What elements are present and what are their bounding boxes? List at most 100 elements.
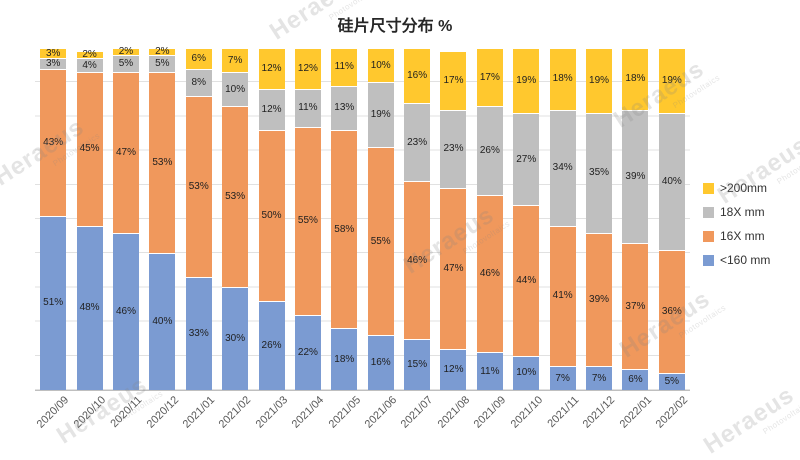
bar-value-label: 12% xyxy=(297,63,318,75)
bar-segment-<160-mm: 16% xyxy=(367,335,394,390)
bar-value-label: 51% xyxy=(43,297,64,309)
x-axis-tick-label: 2021/04 xyxy=(289,394,327,431)
bar-value-label: 5% xyxy=(664,375,680,387)
bar-value-label: 2% xyxy=(155,45,170,57)
bar-value-label: 4% xyxy=(82,59,97,71)
bar-segment-<160-mm: 40% xyxy=(149,253,176,390)
legend-item: 18X mm xyxy=(703,205,770,219)
watermark-subtext: Photovoltaics xyxy=(761,399,800,437)
bar-value-label: 53% xyxy=(225,191,246,203)
legend-item: >200mm xyxy=(703,181,770,195)
bar-segment-18X-mm: 27% xyxy=(513,113,540,206)
legend-item: <160 mm xyxy=(703,253,770,267)
bar-value-label: 19% xyxy=(516,75,537,87)
bar-segment-18X-mm: 5% xyxy=(149,54,176,72)
bar-value-label: 18% xyxy=(625,73,646,85)
bar-segment-16X-mm: 53% xyxy=(149,71,176,254)
x-axis-tick-label: 2020/10 xyxy=(71,394,109,431)
bar-segment-16X-mm: 47% xyxy=(112,71,139,233)
bar-stack: 5% 36% 40% 19% xyxy=(658,48,685,390)
bar-stack: 26% 50% 12% 12% xyxy=(258,48,285,390)
bar-stack: 33% 53% 8% 6% xyxy=(185,48,212,390)
bar-value-label: 5% xyxy=(118,57,134,69)
bar-value-label: 53% xyxy=(152,157,173,169)
bar-segment->200mm: 2% xyxy=(76,50,103,60)
bar-segment-16X-mm: 43% xyxy=(40,68,67,216)
bar-stack: 18% 58% 13% 11% xyxy=(331,48,358,390)
bar-segment-<160-mm: 7% xyxy=(549,366,576,390)
bar-segment-16X-mm: 41% xyxy=(549,225,576,367)
bar-value-label: 11% xyxy=(298,102,318,114)
bar-segment-<160-mm: 10% xyxy=(513,355,540,390)
bar-segment-<160-mm: 7% xyxy=(586,366,613,390)
legend-item: 16X mm xyxy=(703,229,770,243)
bar-segment->200mm: 7% xyxy=(222,48,249,72)
bar-segment->200mm: 19% xyxy=(513,48,540,114)
bar-segment-<160-mm: 30% xyxy=(222,287,249,390)
bar-stack: 51% 43% 3% 3% xyxy=(40,48,67,390)
x-axis-tick-label: 2020/11 xyxy=(108,394,145,431)
bar-value-label: 10% xyxy=(370,59,391,71)
bar-value-label: 41% xyxy=(552,290,573,302)
bar-value-label: 44% xyxy=(516,275,537,287)
bar-segment-<160-mm: 5% xyxy=(658,372,685,390)
bar-value-label: 19% xyxy=(661,75,682,87)
bar-stack: 11% 46% 26% 17% xyxy=(476,48,503,390)
bar-stack: 12% 47% 23% 17% xyxy=(440,48,467,390)
bar-segment->200mm: 2% xyxy=(149,45,176,57)
bar-value-label: 48% xyxy=(79,302,100,314)
bar-value-label: 16% xyxy=(370,357,391,369)
legend-swatch xyxy=(703,230,714,242)
bar-segment-16X-mm: 58% xyxy=(331,130,358,329)
bar-value-label: 40% xyxy=(661,175,682,187)
bar-segment-18X-mm: 10% xyxy=(222,71,249,107)
bar-segment-16X-mm: 50% xyxy=(258,130,285,302)
bar-segment->200mm: 2% xyxy=(112,45,139,57)
bar-segment-16X-mm: 53% xyxy=(222,106,249,288)
bar-column: 5% 36% 40% 19% 2022/02 xyxy=(654,48,690,431)
bar-segment-<160-mm: 48% xyxy=(76,225,103,390)
bar-value-label: 10% xyxy=(516,367,537,379)
bar-segment-<160-mm: 12% xyxy=(440,348,467,390)
bar-stack: 46% 47% 5% 2% xyxy=(112,45,139,390)
bar-segment-<160-mm: 6% xyxy=(622,369,649,390)
legend-label: >200mm xyxy=(720,181,768,195)
bar-column: 11% 46% 26% 17% 2021/09 xyxy=(472,48,508,431)
bar-value-label: 2% xyxy=(118,45,134,57)
bar-segment->200mm: 12% xyxy=(258,48,285,90)
bar-stack: 15% 46% 23% 16% xyxy=(404,48,431,390)
x-axis-tick-label: 2021/01 xyxy=(180,394,218,431)
bar-segment-18X-mm: 19% xyxy=(367,82,394,148)
bar-value-label: 19% xyxy=(370,109,391,121)
bar-segment-16X-mm: 46% xyxy=(404,181,431,339)
bar-value-label: 13% xyxy=(334,102,355,114)
bar-segment-18X-mm: 23% xyxy=(440,109,467,189)
bar-segment->200mm: 3% xyxy=(40,48,67,59)
bar-value-label: 3% xyxy=(45,57,61,69)
bar-value-label: 10% xyxy=(225,83,246,95)
bar-segment-18X-mm: 11% xyxy=(294,89,321,127)
bar-value-label: 12% xyxy=(261,63,282,75)
bar-segment-16X-mm: 55% xyxy=(294,126,321,315)
bar-stack: 10% 44% 27% 19% xyxy=(513,48,540,390)
bar-column: 30% 53% 10% 7% 2021/02 xyxy=(217,48,254,431)
bar-segment-18X-mm: 35% xyxy=(586,113,613,233)
bar-value-label: 7% xyxy=(591,372,607,384)
bar-value-label: 11% xyxy=(480,365,500,377)
legend-label: <160 mm xyxy=(720,253,771,267)
bar-value-label: 53% xyxy=(188,181,209,193)
x-axis-tick-label: 2021/12 xyxy=(580,394,618,431)
bar-value-label: 27% xyxy=(516,153,537,165)
bar-segment-18X-mm: 26% xyxy=(476,106,503,196)
bar-value-label: 50% xyxy=(261,210,282,222)
bar-value-label: 26% xyxy=(261,340,282,352)
bar-column: 22% 55% 11% 12% 2021/04 xyxy=(290,48,326,431)
bar-value-label: 26% xyxy=(479,145,500,157)
bar-value-label: 11% xyxy=(334,61,354,73)
bar-segment-16X-mm: 37% xyxy=(622,242,649,370)
bar-segment-<160-mm: 33% xyxy=(185,277,212,390)
bar-value-label: 40% xyxy=(152,316,173,328)
bar-value-label: 30% xyxy=(225,333,246,345)
bar-stack: 16% 55% 19% 10% xyxy=(367,48,394,390)
bar-value-label: 23% xyxy=(407,136,428,148)
